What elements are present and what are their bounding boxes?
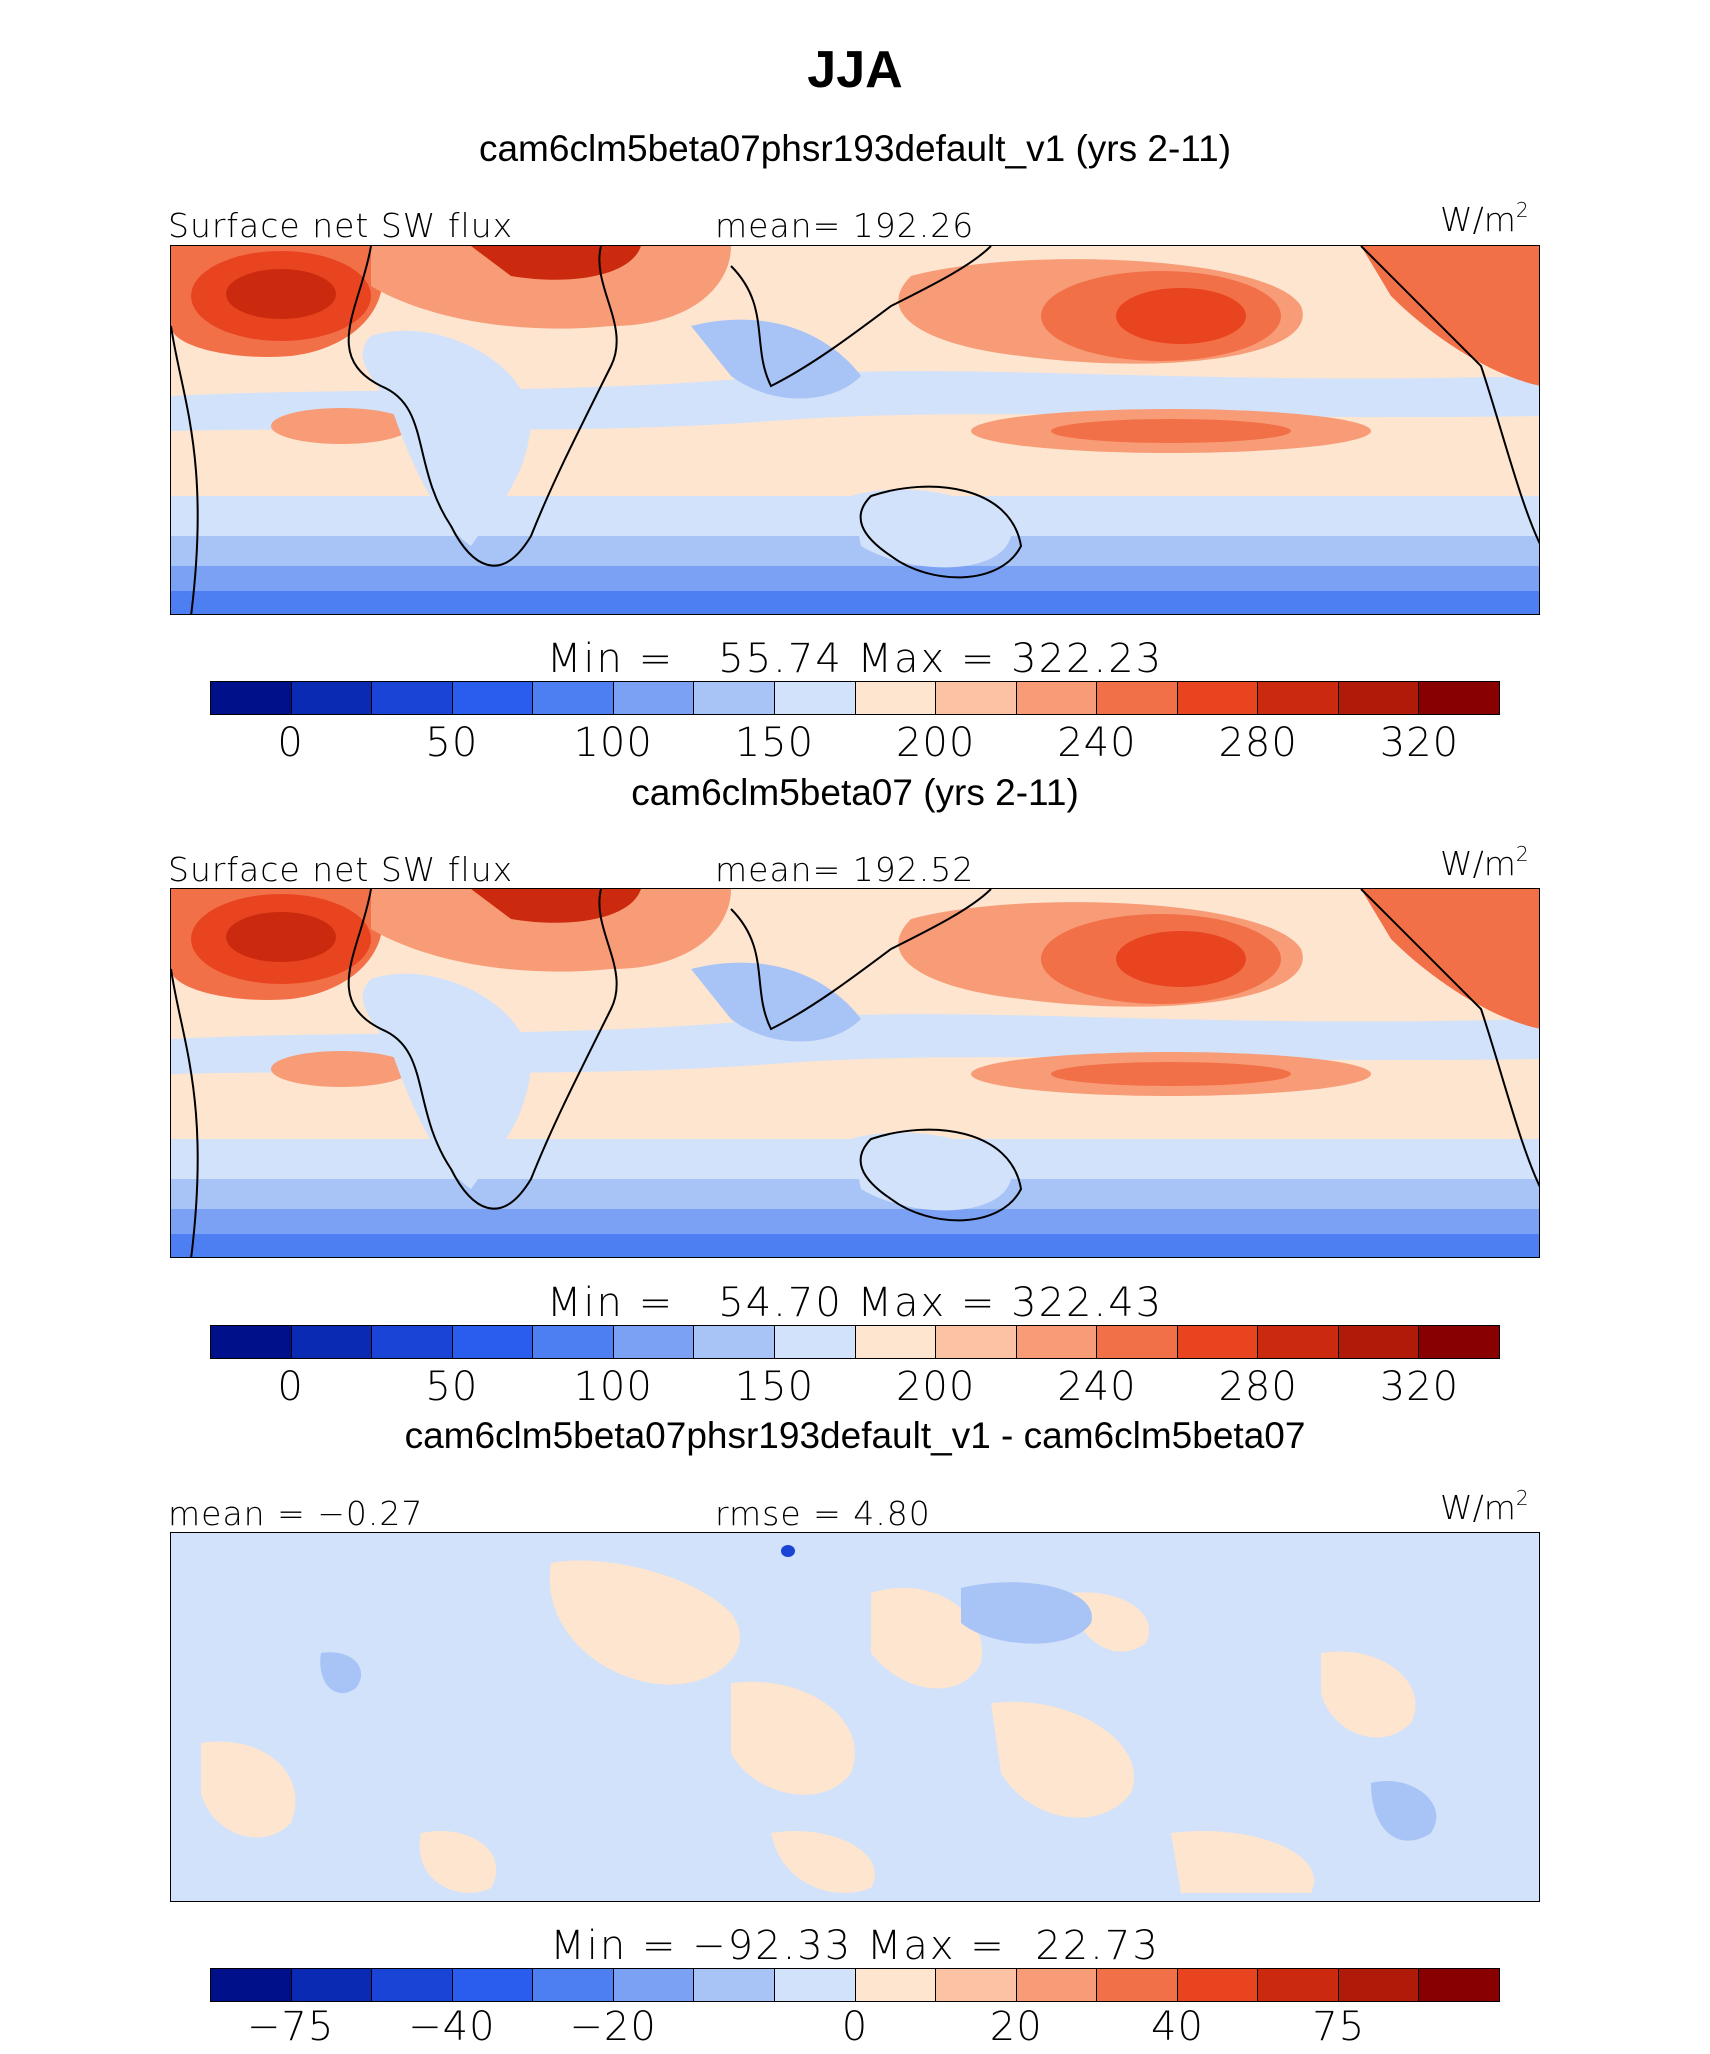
colorbar-swatch [1419,1326,1499,1358]
colorbar-tick-label: 280 [1218,1364,1298,1410]
panel-3-map-field [171,1533,1539,1901]
colorbar-swatch [1097,682,1178,714]
colorbar-swatch [1016,1326,1098,1358]
colorbar-tick-label: 320 [1379,720,1460,766]
colorbar-swatch [1177,1969,1259,2001]
colorbar-tick-label: 200 [895,720,976,766]
colorbar-swatch [211,682,292,714]
colorbar-swatch [1177,1326,1259,1358]
panel-2-map-field [171,889,1539,1257]
colorbar-swatch [1258,1326,1339,1358]
colorbar-tick-label: 100 [573,1364,653,1410]
colorbar-swatch [694,682,775,714]
panel-2-colorbar [210,1325,1500,1359]
colorbar-swatch [855,1969,937,2001]
colorbar-tick-label: 150 [734,720,815,766]
colorbar-swatch [372,682,453,714]
colorbar-swatch [533,682,614,714]
colorbar-tick-label: 75 [1312,2004,1366,2050]
colorbar-swatch [1419,682,1499,714]
colorbar-tick-label: −20 [569,2004,657,2050]
colorbar-tick-label: 100 [573,720,653,766]
colorbar-swatch [452,1969,534,2001]
colorbar-swatch [372,1326,453,1358]
colorbar-swatch [291,682,373,714]
colorbar-tick-label: 0 [277,720,304,766]
colorbar-tick-label: 50 [425,720,479,766]
panel-3-rmse-label: rmse = 4.80 [715,1494,931,1533]
colorbar-swatch [855,1326,937,1358]
colorbar-swatch [855,682,937,714]
colorbar-tick-label: 200 [895,1364,976,1410]
panel-2-colorbar-ticks: 0 50 100 150 200 240 280 320 [210,1364,1500,1414]
colorbar-swatch [291,1326,373,1358]
colorbar-swatch [1258,682,1339,714]
colorbar-swatch [774,1326,856,1358]
colorbar-swatch [1338,1326,1420,1358]
colorbar-swatch [1177,682,1259,714]
colorbar-swatch [1097,1326,1178,1358]
colorbar-tick-label: 150 [734,1364,815,1410]
colorbar-swatch [613,682,695,714]
panel-3-units-label: W/m2 [1440,1486,1529,1527]
panel-3-mean-label: mean = −0.27 [168,1494,424,1533]
colorbar-swatch [1419,1969,1499,2001]
colorbar-swatch [1097,1969,1178,2001]
colorbar-swatch [694,1326,775,1358]
panel-2-case-title: cam6clm5beta07 (yrs 2-11) [631,772,1079,813]
panel-2-map [170,888,1540,1258]
panel-1-case-title: cam6clm5beta07phsr193default_v1 (yrs 2-1… [478,128,1232,169]
colorbar-tick-label: 320 [1379,1364,1460,1410]
colorbar-swatch [694,1969,775,2001]
colorbar-swatch [774,1969,856,2001]
colorbar-swatch [613,1326,695,1358]
panel-1-colorbar [210,681,1500,715]
colorbar-tick-label: −40 [408,2004,496,2050]
colorbar-swatch [1338,1969,1420,2001]
colorbar-swatch [936,682,1017,714]
panel-3-colorbar-ticks: −75 −40 −20 0 20 40 75 [210,2004,1500,2054]
colorbar-swatch [533,1969,614,2001]
colorbar-swatch [533,1326,614,1358]
colorbar-swatch [1338,682,1420,714]
panel-3-colorbar [210,1968,1500,2002]
season-title: JJA [807,41,903,99]
panel-3-map [170,1532,1540,1902]
colorbar-tick-label: 240 [1057,1364,1137,1410]
colorbar-tick-label: 240 [1057,720,1137,766]
colorbar-tick-label: 40 [1151,2004,1204,2050]
panel-2-min-max: Min = 54.70 Max = 322.43 [546,1280,1164,1326]
panel-2-mean-label: mean= 192.52 [715,850,975,889]
colorbar-swatch [211,1969,292,2001]
colorbar-tick-label: 0 [277,1364,304,1410]
panel-3-case-title: cam6clm5beta07phsr193default_v1 - cam6cl… [404,1415,1306,1456]
panel-1-min-max: Min = 55.74 Max = 322.23 [546,636,1164,682]
colorbar-swatch [452,1326,534,1358]
colorbar-tick-label: 0 [841,2004,869,2050]
panel-2-units-label: W/m2 [1440,842,1529,883]
panel-1-units-label: W/m2 [1440,198,1529,239]
colorbar-swatch [372,1969,453,2001]
colorbar-swatch [613,1969,695,2001]
colorbar-swatch [1016,1969,1098,2001]
colorbar-tick-label: 280 [1218,720,1298,766]
panel-1-mean-label: mean= 192.26 [715,206,975,245]
colorbar-swatch [291,1969,373,2001]
colorbar-swatch [936,1969,1017,2001]
colorbar-swatch [936,1326,1017,1358]
colorbar-swatch [1016,682,1098,714]
panel-2-variable-label: Surface net SW flux [168,850,514,889]
panel-1-map-field [171,246,1539,614]
panel-1-variable-label: Surface net SW flux [168,206,514,245]
colorbar-tick-label: −75 [246,2004,335,2050]
colorbar-swatch [774,682,856,714]
colorbar-tick-label: 50 [425,1364,479,1410]
colorbar-tick-label: 20 [989,2004,1043,2050]
colorbar-swatch [452,682,534,714]
panel-1-map [170,245,1540,615]
panel-3-min-max: Min = −92.33 Max = 22.73 [550,1923,1160,1969]
colorbar-swatch [211,1326,292,1358]
panel-1-colorbar-ticks: 0 50 100 150 200 240 280 320 [210,720,1500,770]
colorbar-swatch [1258,1969,1339,2001]
